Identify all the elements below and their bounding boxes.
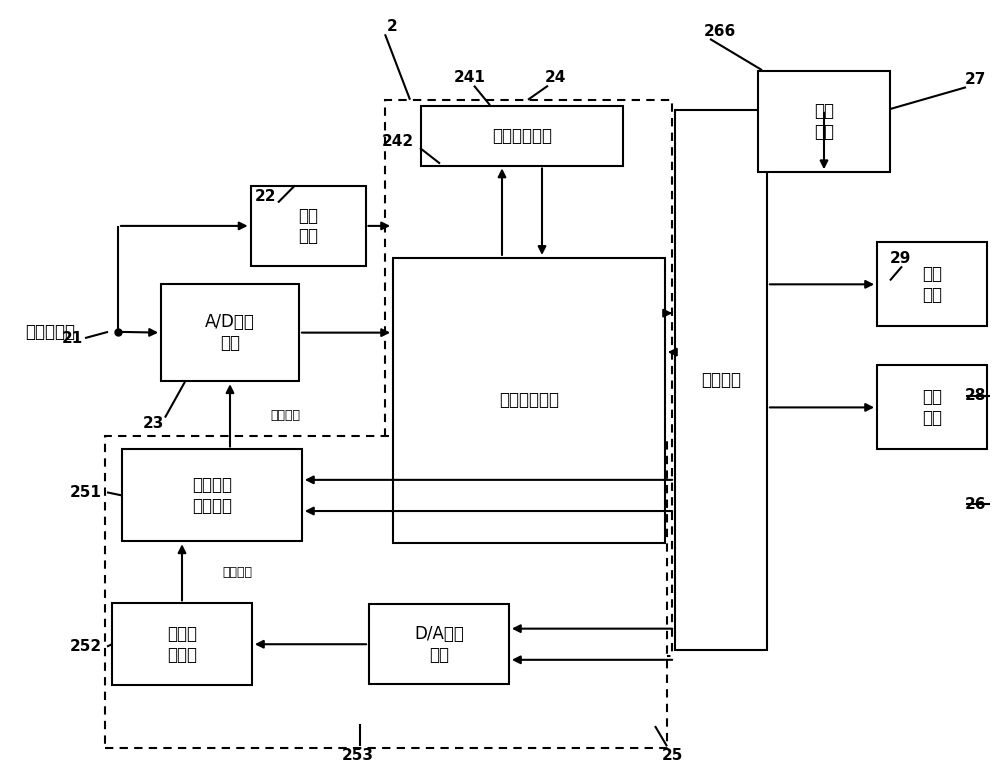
Text: 触发
模块: 触发 模块: [298, 206, 318, 245]
Bar: [393, 258, 665, 543]
Text: 显示
模块: 显示 模块: [922, 388, 942, 427]
Bar: [105, 436, 667, 748]
Bar: [877, 365, 987, 449]
Text: 22: 22: [254, 189, 276, 204]
Text: 采样时钟
产生模块: 采样时钟 产生模块: [192, 476, 232, 515]
Text: 存储
模块: 存储 模块: [814, 102, 834, 141]
Text: 21: 21: [61, 330, 83, 346]
Bar: [369, 605, 509, 685]
Text: 29: 29: [889, 251, 911, 266]
Text: 252: 252: [70, 639, 102, 654]
Text: 266: 266: [704, 23, 736, 39]
Text: 27: 27: [964, 72, 986, 87]
Text: 241: 241: [454, 70, 486, 86]
Text: 微处理器: 微处理器: [701, 371, 741, 390]
Bar: [877, 242, 987, 326]
Text: 26: 26: [964, 496, 986, 512]
Bar: [675, 110, 767, 650]
Bar: [758, 71, 890, 172]
Text: 参考时
钟模块: 参考时 钟模块: [167, 625, 197, 664]
Text: 24: 24: [544, 70, 566, 86]
Text: 253: 253: [342, 748, 374, 763]
Bar: [385, 100, 672, 656]
Text: 输入
模块: 输入 模块: [922, 265, 942, 304]
Text: 2: 2: [387, 19, 397, 34]
Text: 采样时钟: 采样时钟: [270, 409, 300, 422]
Bar: [250, 186, 366, 266]
Text: A/D转换
模块: A/D转换 模块: [205, 313, 255, 352]
Bar: [421, 106, 623, 166]
Text: 25: 25: [661, 748, 683, 763]
Text: 信号输入端: 信号输入端: [25, 323, 75, 341]
Text: 参考时钟: 参考时钟: [222, 566, 252, 579]
Text: 23: 23: [142, 416, 164, 432]
Text: 数据处理模块: 数据处理模块: [499, 391, 559, 410]
Text: 28: 28: [964, 388, 986, 404]
Bar: [122, 449, 302, 541]
Bar: [161, 284, 299, 382]
Text: 242: 242: [382, 134, 414, 150]
Bar: [112, 604, 252, 686]
Text: 251: 251: [70, 485, 102, 500]
Text: D/A转换
模块: D/A转换 模块: [414, 625, 464, 664]
Text: 脉宽放大模块: 脉宽放大模块: [492, 126, 552, 145]
